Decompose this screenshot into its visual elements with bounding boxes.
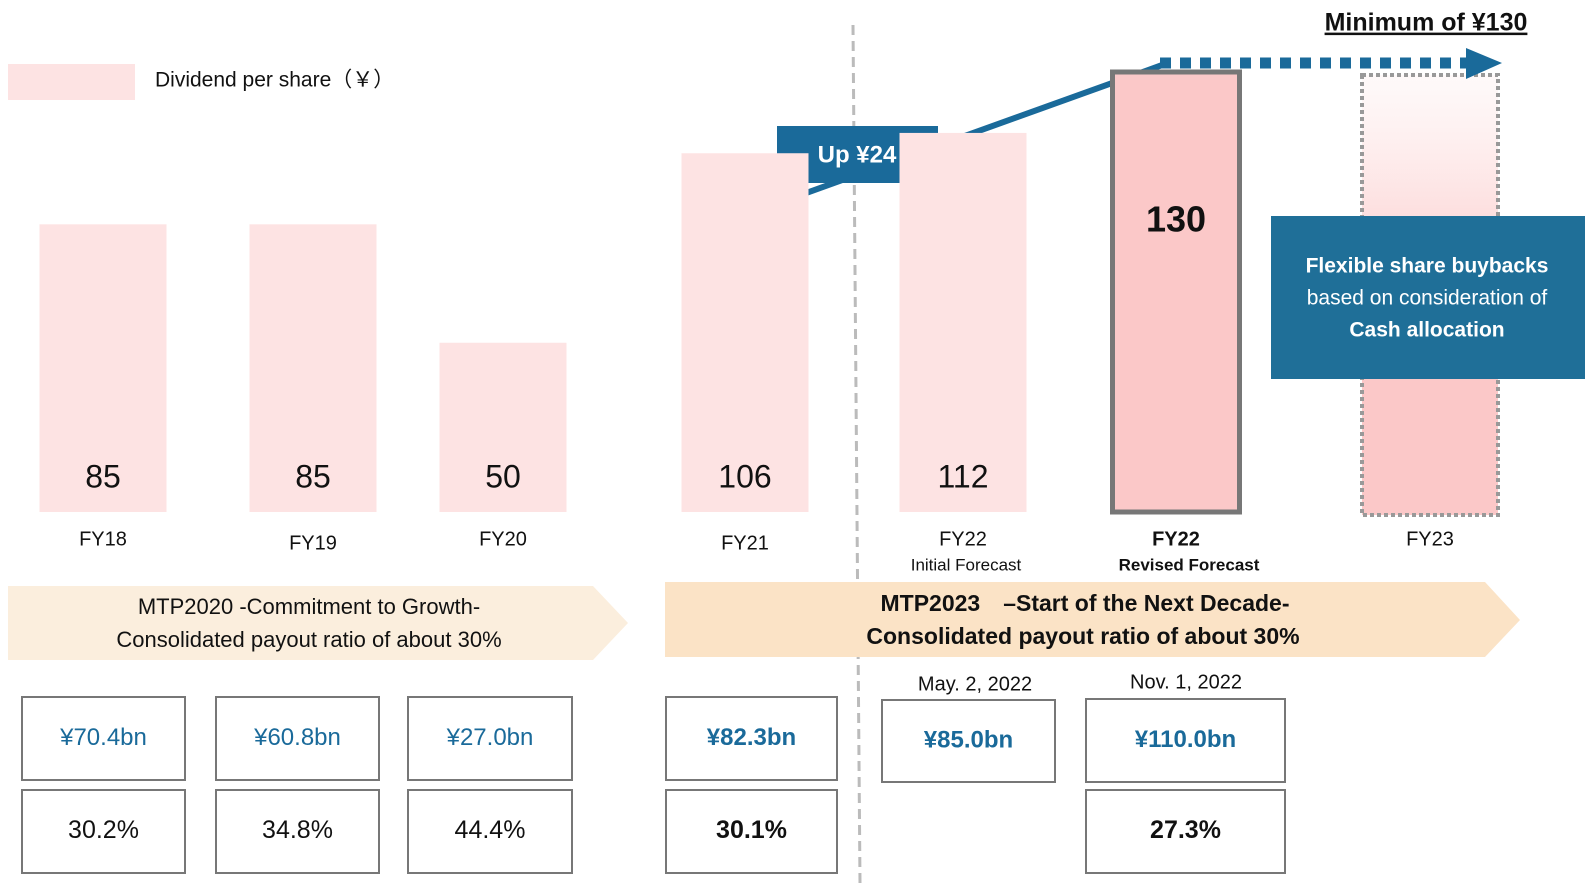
ratio-box <box>1085 789 1286 874</box>
x-tick-label: FY22 <box>1152 528 1200 550</box>
amount-label: ¥110.0bn <box>1135 726 1236 753</box>
value-label: 85 <box>85 458 121 494</box>
value-label: 112 <box>937 458 988 494</box>
bar <box>39 224 167 513</box>
buyback-text: Flexible share buybacks <box>1306 255 1549 278</box>
x-tick-label: FY22 <box>939 528 987 550</box>
bar <box>899 132 1027 512</box>
amount-box <box>665 696 838 781</box>
ratio-box <box>215 789 380 874</box>
date-label: Nov. 1, 2022 <box>1130 671 1242 693</box>
amount-box <box>215 696 380 781</box>
ratio-box <box>21 789 186 874</box>
ratio-label: 27.3% <box>1150 816 1221 844</box>
bar <box>681 153 809 512</box>
amount-box <box>21 696 186 781</box>
amount-label: ¥60.8bn <box>253 724 341 751</box>
target-label: Minimum of ¥130 <box>1325 9 1528 37</box>
amount-label: ¥82.3bn <box>707 724 796 751</box>
banner-text: MTP2023 –Start of the Next Decade- <box>880 590 1289 616</box>
x-tick-label: FY20 <box>479 528 527 550</box>
ratio-label: 30.1% <box>716 816 787 844</box>
value-label: 50 <box>485 458 521 494</box>
bar <box>439 342 567 512</box>
banner-text: Consolidated payout ratio of about 30% <box>116 627 501 652</box>
ratio-label: 30.2% <box>68 816 139 844</box>
ratio-box <box>665 789 838 874</box>
value-label: 85 <box>295 458 331 494</box>
arrow-head <box>1466 48 1502 79</box>
ratio-box <box>407 789 573 874</box>
amount-box <box>407 696 573 781</box>
x-tick-label: FY23 <box>1406 528 1454 550</box>
value-label: 106 <box>718 458 771 494</box>
bar <box>1110 69 1242 515</box>
banner <box>8 586 628 660</box>
date-label: May. 2, 2022 <box>918 673 1032 695</box>
banner <box>665 582 1520 657</box>
amount-label: ¥27.0bn <box>446 724 534 751</box>
x-tick-note: Initial Forecast <box>911 555 1022 574</box>
buyback-text: based on consideration of <box>1307 287 1548 310</box>
ratio-label: 44.4% <box>455 816 526 844</box>
buyback-text: Cash allocation <box>1349 319 1504 342</box>
x-tick-note: Revised Forecast <box>1119 555 1260 574</box>
amount-box <box>881 699 1056 783</box>
buyback-box <box>1271 216 1585 379</box>
ratio-label: 34.8% <box>262 816 333 844</box>
x-tick-label: FY21 <box>721 532 769 554</box>
amount-label: ¥85.0bn <box>924 726 1013 753</box>
amount-box <box>1085 698 1286 783</box>
x-tick-label: FY19 <box>289 532 337 554</box>
amount-label: ¥70.4bn <box>59 724 147 751</box>
legend-label: Dividend per share（￥） <box>155 69 394 92</box>
legend-swatch <box>8 64 135 100</box>
x-tick-label: FY18 <box>79 528 127 550</box>
bar <box>249 224 377 513</box>
banner-text: Consolidated payout ratio of about 30% <box>866 623 1299 649</box>
value-label: 130 <box>1146 199 1206 240</box>
banner-text: MTP2020 -Commitment to Growth- <box>138 594 480 619</box>
increase-label: Up ¥24 <box>818 141 897 168</box>
